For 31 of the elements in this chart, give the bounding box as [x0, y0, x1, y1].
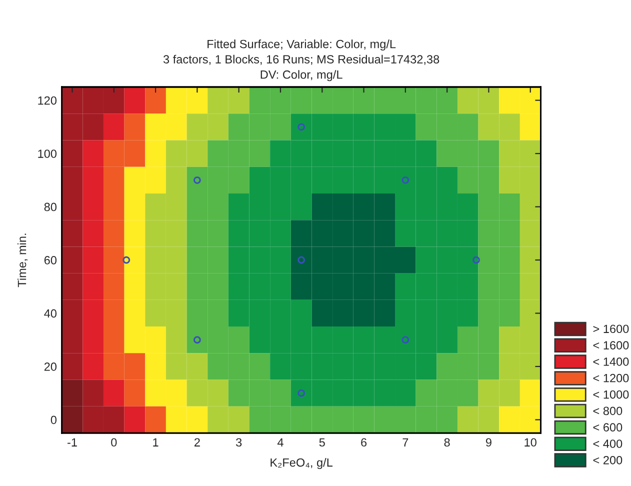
x-tick-label: 7: [402, 438, 408, 446]
x-tick-label: 4: [277, 438, 284, 446]
color-bar-label: < 200: [593, 456, 622, 464]
x-tick-label: 0: [111, 438, 117, 447]
y-tick-label: 120: [38, 96, 57, 105]
x-tick-label: 3: [236, 438, 242, 447]
color-bar-label: < 1400: [593, 358, 629, 366]
y-tick-label: 20: [44, 362, 57, 371]
x-axis-title: K₂FeO₄, g/L: [270, 458, 333, 470]
color-bar-label: < 600: [593, 423, 622, 432]
x-tick-label: 9: [486, 438, 492, 447]
y-tick-label: 60: [44, 256, 57, 264]
y-axis-title: Time, min.: [18, 234, 28, 288]
color-bar-label: < 1600: [593, 341, 629, 350]
x-tick-label: 8: [444, 438, 450, 447]
y-tick-label: 100: [38, 150, 57, 158]
chart-title: Fitted Surface; Variable: Color, mg/L 3 factors, 1 Blocks, 16 Runs; MS Residual=17432,38 DV: Color, mg/L: [163, 40, 440, 82]
x-tick-label: -1: [68, 438, 77, 446]
color-bar-label: < 800: [593, 406, 622, 416]
y-tick-label: 40: [44, 309, 57, 318]
y-tick-label: 80: [44, 202, 57, 212]
x-tick-label: 5: [319, 438, 325, 447]
y-tick-label: 0: [50, 416, 57, 424]
color-bar-label: < 1000: [593, 390, 629, 399]
x-tick-label: 1: [153, 438, 158, 446]
x-tick-label: 6: [361, 438, 367, 447]
color-bar-label: > 1600: [593, 324, 629, 334]
color-bar-label: < 400: [593, 440, 622, 448]
color-bar-label: < 1200: [593, 374, 629, 382]
x-tick-label: 10: [524, 438, 536, 447]
x-tick-label: 2: [194, 438, 200, 446]
